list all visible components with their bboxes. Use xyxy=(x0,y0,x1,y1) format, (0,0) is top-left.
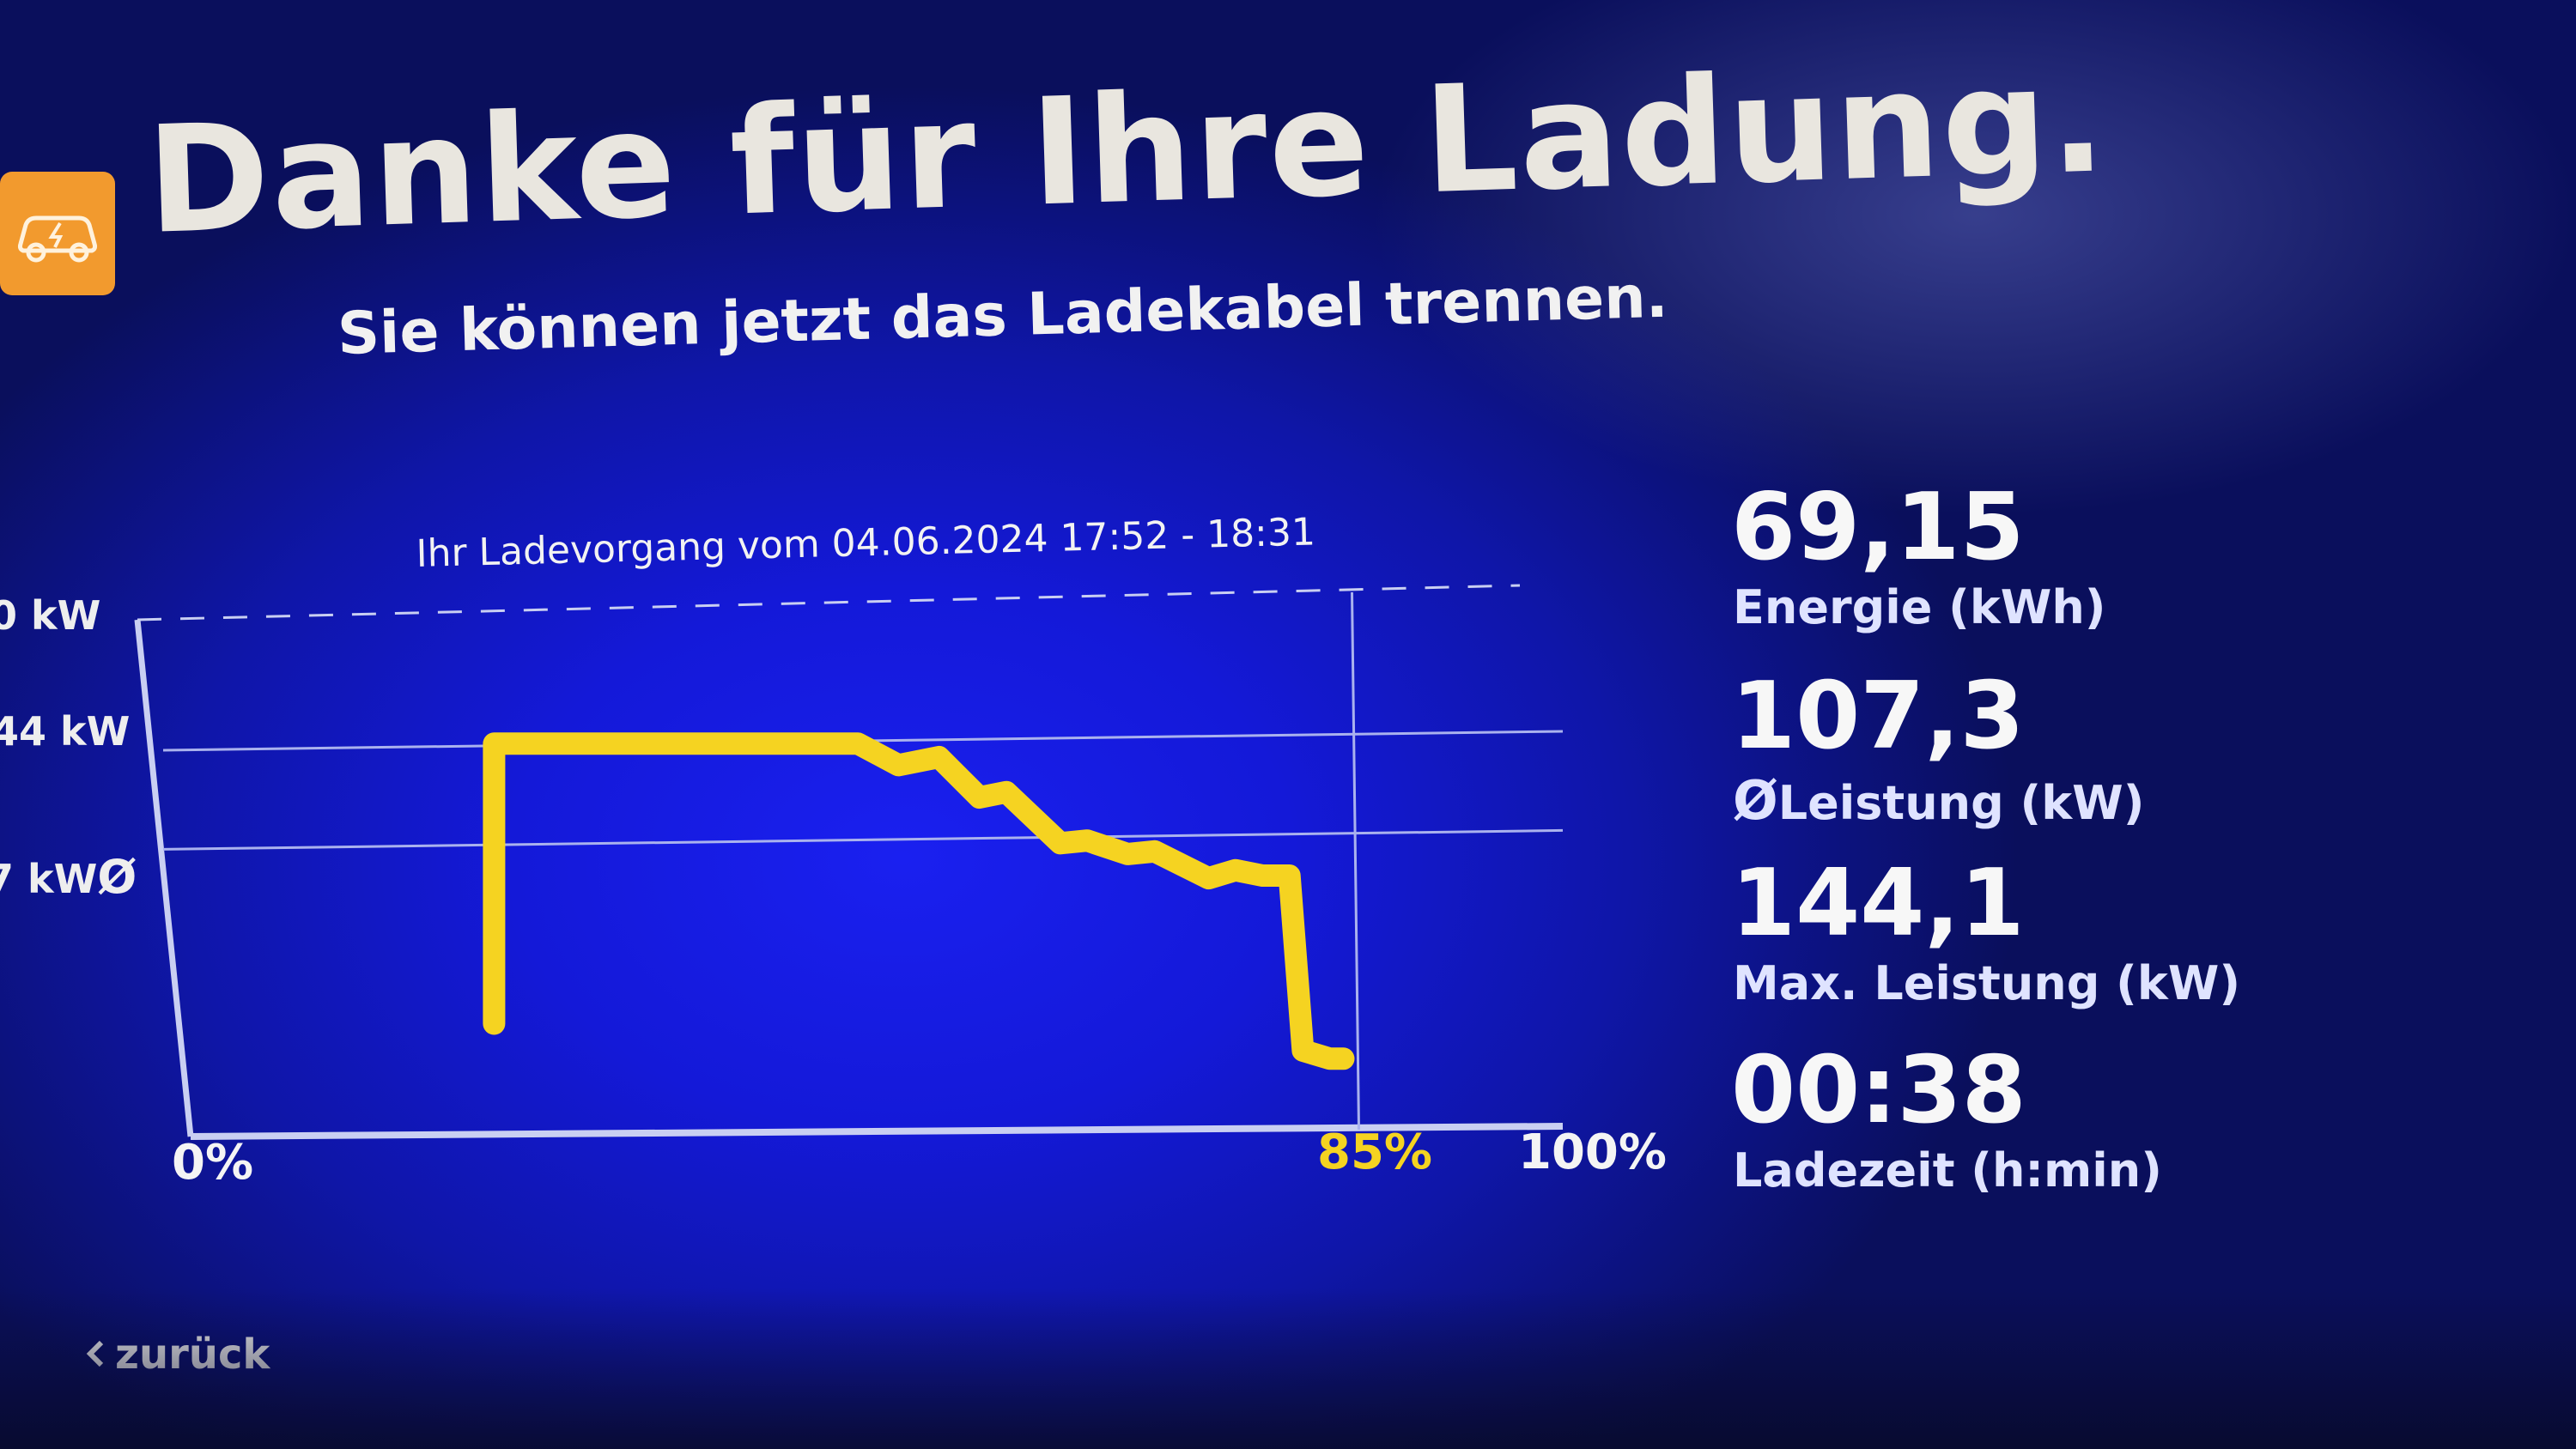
back-button[interactable]: zurück xyxy=(84,1331,270,1379)
average-power-label: ØLeistung (kW) xyxy=(1733,769,2144,832)
energy-value: 69,15 xyxy=(1731,474,2025,581)
average-power-label-text: Leistung (kW) xyxy=(1777,776,2145,830)
charging-time-value: 00:38 xyxy=(1731,1037,2026,1144)
y-axis xyxy=(134,619,194,1137)
max-power-value: 144,1 xyxy=(1731,850,2025,957)
average-symbol: Ø xyxy=(97,850,137,904)
y-tick-label: 0 kW xyxy=(0,592,101,639)
average-power-value: 107,3 xyxy=(1731,663,2025,770)
y-tick-label: 7 kWØ xyxy=(0,850,137,904)
max-scale-line xyxy=(137,584,1521,621)
x-tick-label: 100% xyxy=(1518,1125,1668,1180)
y-tick-label-text: 7 kW xyxy=(0,856,98,902)
charging-time-label: Ladezeit (h:min) xyxy=(1733,1143,2162,1197)
average-power-line xyxy=(162,828,1564,851)
current-soc-label: 85% xyxy=(1317,1125,1433,1180)
soc-marker-line xyxy=(1351,591,1360,1131)
back-label: zurück xyxy=(115,1331,270,1379)
average-symbol: Ø xyxy=(1733,769,1778,832)
car-charging-icon xyxy=(0,172,115,295)
energy-label: Energie (kWh) xyxy=(1733,580,2106,634)
x-tick-label: 0% xyxy=(172,1135,254,1191)
power-curve xyxy=(483,732,1355,1070)
y-tick-label: 44 kW xyxy=(0,708,131,755)
x-axis xyxy=(190,1123,1564,1140)
chevron-left-icon xyxy=(84,1331,106,1379)
max-power-label: Max. Leistung (kW) xyxy=(1733,956,2240,1010)
